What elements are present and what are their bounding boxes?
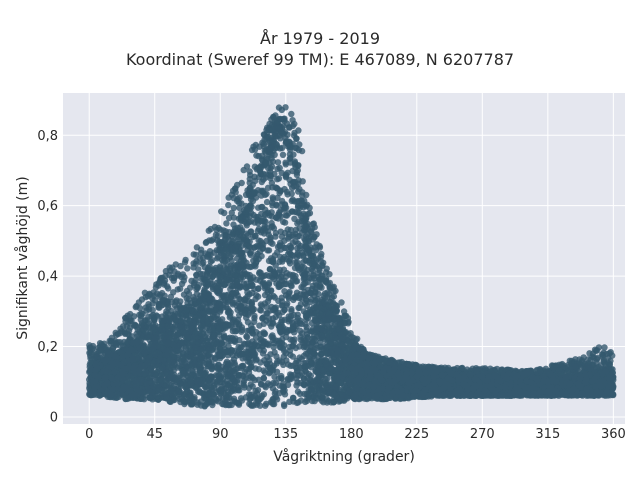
data-point <box>242 295 249 302</box>
data-point <box>211 223 219 231</box>
data-point <box>270 275 278 283</box>
data-point <box>310 220 317 227</box>
data-point <box>237 296 244 303</box>
chart-subtitle: Koordinat (Sweref 99 TM): E 467089, N 62… <box>125 50 515 69</box>
data-point <box>184 265 191 272</box>
data-point <box>225 201 232 209</box>
data-point <box>268 323 275 330</box>
data-point <box>120 323 127 330</box>
data-point <box>251 244 258 251</box>
data-point <box>279 151 287 158</box>
data-point <box>263 155 270 162</box>
data-point <box>291 215 298 222</box>
data-point <box>223 220 230 227</box>
data-point <box>293 259 301 266</box>
data-point <box>167 293 175 300</box>
chart-title: År 1979 - 2019 <box>260 29 380 48</box>
data-point <box>230 214 238 221</box>
data-point <box>288 110 295 118</box>
data-point <box>307 298 314 306</box>
data-point <box>192 276 199 284</box>
data-point <box>307 228 315 235</box>
data-point <box>274 194 281 201</box>
data-point <box>274 176 281 183</box>
data-point <box>248 299 255 306</box>
data-point <box>294 220 301 227</box>
data-point <box>198 260 206 267</box>
data-point <box>295 127 302 134</box>
data-point <box>338 299 345 306</box>
data-point <box>304 334 311 341</box>
data-point <box>292 238 299 245</box>
data-point <box>303 323 310 331</box>
data-point <box>221 209 228 217</box>
data-point <box>192 251 200 258</box>
data-point <box>243 222 250 229</box>
data-point <box>240 166 247 174</box>
data-point <box>182 256 189 264</box>
data-points <box>86 104 617 410</box>
